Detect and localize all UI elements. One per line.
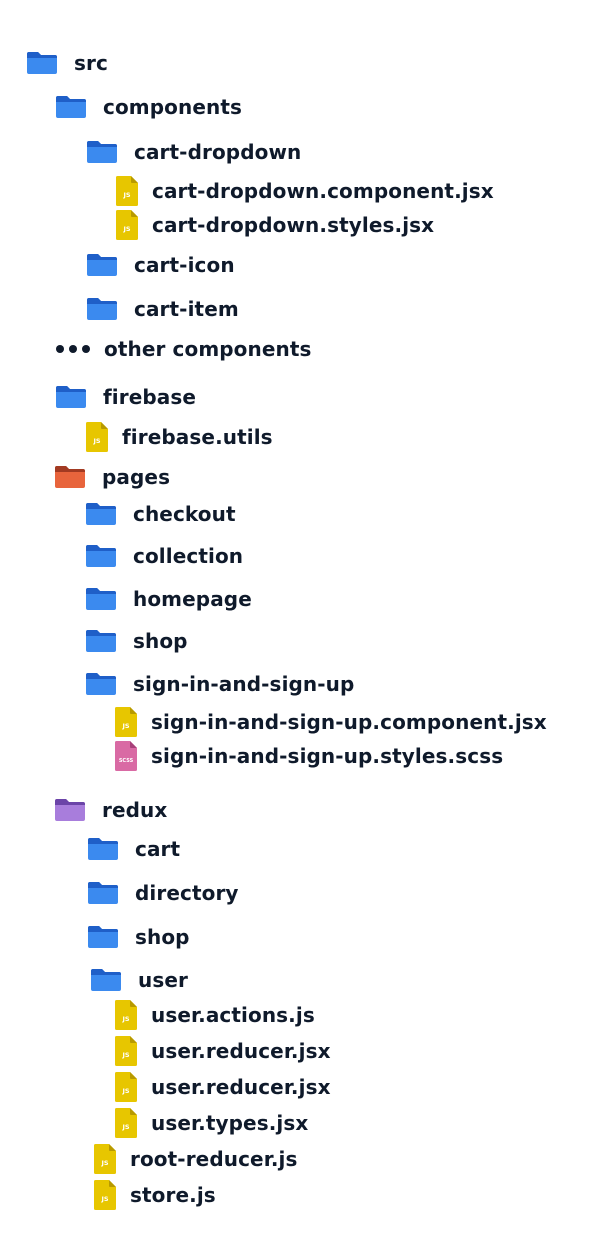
js-file-icon: JS bbox=[86, 422, 108, 452]
file-item-sign-in-and-sign-up-component-jsx[interactable]: JS sign-in-and-sign-up.component.jsx bbox=[115, 706, 547, 738]
folder-item-redux[interactable]: redux bbox=[55, 794, 167, 826]
folder-icon bbox=[56, 96, 86, 118]
file-item-user-types-jsx[interactable]: JS user.types.jsx bbox=[115, 1107, 308, 1139]
item-label: homepage bbox=[133, 587, 252, 611]
ellipsis-icon bbox=[56, 345, 90, 353]
file-item-cart-dropdown-component-jsx[interactable]: JS cart-dropdown.component.jsx bbox=[116, 175, 494, 207]
item-label: components bbox=[103, 95, 242, 119]
item-label: user bbox=[138, 968, 188, 992]
folder-icon bbox=[91, 969, 121, 991]
folder-icon bbox=[88, 882, 118, 904]
folder-item-firebase[interactable]: firebase bbox=[56, 381, 196, 413]
file-item-root-reducer-js[interactable]: JS root-reducer.js bbox=[94, 1143, 297, 1175]
folder-icon bbox=[87, 141, 117, 163]
item-label: cart-dropdown.component.jsx bbox=[152, 179, 494, 203]
file-item-user-reducer-jsx[interactable]: JS user.reducer.jsx bbox=[115, 1071, 331, 1103]
js-file-icon: JS bbox=[94, 1144, 116, 1174]
folder-item-cart-icon[interactable]: cart-icon bbox=[87, 249, 235, 281]
folder-icon bbox=[88, 838, 118, 860]
item-label: cart-dropdown.styles.jsx bbox=[152, 213, 435, 237]
folder-item-cart-dropdown[interactable]: cart-dropdown bbox=[87, 136, 301, 168]
folder-item-homepage[interactable]: homepage bbox=[86, 583, 252, 615]
tree-item-other-components[interactable]: other components bbox=[56, 333, 312, 365]
svg-text:JS: JS bbox=[100, 1195, 108, 1203]
item-label: directory bbox=[135, 881, 239, 905]
item-label: cart bbox=[135, 837, 181, 861]
folder-item-sign-in-and-sign-up[interactable]: sign-in-and-sign-up bbox=[86, 668, 354, 700]
item-label: src bbox=[74, 51, 108, 75]
svg-text:JS: JS bbox=[121, 1051, 129, 1059]
svg-text:SCSS: SCSS bbox=[119, 758, 134, 764]
item-label: shop bbox=[133, 629, 188, 653]
scss-file-icon: SCSS bbox=[115, 741, 137, 771]
folder-icon bbox=[86, 588, 116, 610]
folder-icon bbox=[87, 298, 117, 320]
item-label: cart-icon bbox=[134, 253, 235, 277]
folder-icon bbox=[27, 52, 57, 74]
folder-icon bbox=[88, 926, 118, 948]
js-file-icon: JS bbox=[116, 176, 138, 206]
folder-icon bbox=[56, 386, 86, 408]
item-label: redux bbox=[102, 798, 168, 822]
svg-text:JS: JS bbox=[122, 225, 130, 233]
js-file-icon: JS bbox=[115, 1072, 137, 1102]
folder-item-cart[interactable]: cart bbox=[88, 833, 180, 865]
item-label: pages bbox=[102, 465, 171, 489]
folder-icon bbox=[55, 466, 85, 488]
file-item-firebase-utils[interactable]: JS firebase.utils bbox=[86, 421, 273, 453]
folder-icon bbox=[87, 254, 117, 276]
file-item-sign-in-and-sign-up-styles-scss[interactable]: SCSS sign-in-and-sign-up.styles.scss bbox=[115, 740, 503, 772]
item-label: cart-dropdown bbox=[134, 140, 302, 164]
folder-icon bbox=[86, 673, 116, 695]
js-file-icon: JS bbox=[115, 1108, 137, 1138]
item-label: user.types.jsx bbox=[151, 1111, 309, 1135]
item-label: store.js bbox=[130, 1183, 216, 1207]
js-file-icon: JS bbox=[115, 1000, 137, 1030]
folder-item-user[interactable]: user bbox=[91, 964, 188, 996]
file-item-store-js[interactable]: JS store.js bbox=[94, 1179, 216, 1211]
item-label: sign-in-and-sign-up.styles.scss bbox=[151, 744, 504, 768]
item-label: user.actions.js bbox=[151, 1003, 315, 1027]
folder-icon bbox=[86, 630, 116, 652]
js-file-icon: JS bbox=[115, 707, 137, 737]
js-file-icon: JS bbox=[116, 210, 138, 240]
file-item-user-actions-js[interactable]: JS user.actions.js bbox=[115, 999, 315, 1031]
svg-text:JS: JS bbox=[92, 437, 100, 445]
folder-item-directory[interactable]: directory bbox=[88, 877, 239, 909]
folder-item-collection[interactable]: collection bbox=[86, 540, 243, 572]
folder-item-cart-item[interactable]: cart-item bbox=[87, 293, 239, 325]
folder-item-checkout[interactable]: checkout bbox=[86, 498, 236, 530]
folder-item-components[interactable]: components bbox=[56, 91, 242, 123]
js-file-icon: JS bbox=[94, 1180, 116, 1210]
item-label: user.reducer.jsx bbox=[151, 1075, 331, 1099]
folder-item-shop[interactable]: shop bbox=[88, 921, 190, 953]
folder-icon bbox=[55, 799, 85, 821]
folder-icon bbox=[86, 545, 116, 567]
item-label: sign-in-and-sign-up bbox=[133, 672, 355, 696]
folder-icon bbox=[86, 503, 116, 525]
item-label: cart-item bbox=[134, 297, 239, 321]
svg-text:JS: JS bbox=[100, 1159, 108, 1167]
folder-item-pages[interactable]: pages bbox=[55, 461, 170, 493]
js-file-icon: JS bbox=[115, 1036, 137, 1066]
item-label: user.reducer.jsx bbox=[151, 1039, 331, 1063]
item-label: root-reducer.js bbox=[130, 1147, 298, 1171]
svg-text:JS: JS bbox=[121, 722, 129, 730]
item-label: firebase bbox=[103, 385, 197, 409]
item-label: other components bbox=[104, 337, 312, 361]
item-label: checkout bbox=[133, 502, 236, 526]
file-item-cart-dropdown-styles-jsx[interactable]: JS cart-dropdown.styles.jsx bbox=[116, 209, 434, 241]
item-label: shop bbox=[135, 925, 190, 949]
svg-text:JS: JS bbox=[122, 191, 130, 199]
folder-item-shop[interactable]: shop bbox=[86, 625, 188, 657]
item-label: firebase.utils bbox=[122, 425, 273, 449]
item-label: collection bbox=[133, 544, 244, 568]
item-label: sign-in-and-sign-up.component.jsx bbox=[151, 710, 547, 734]
file-item-user-reducer-jsx[interactable]: JS user.reducer.jsx bbox=[115, 1035, 331, 1067]
svg-text:JS: JS bbox=[121, 1015, 129, 1023]
folder-item-src[interactable]: src bbox=[27, 47, 108, 79]
svg-text:JS: JS bbox=[121, 1087, 129, 1095]
svg-text:JS: JS bbox=[121, 1123, 129, 1131]
